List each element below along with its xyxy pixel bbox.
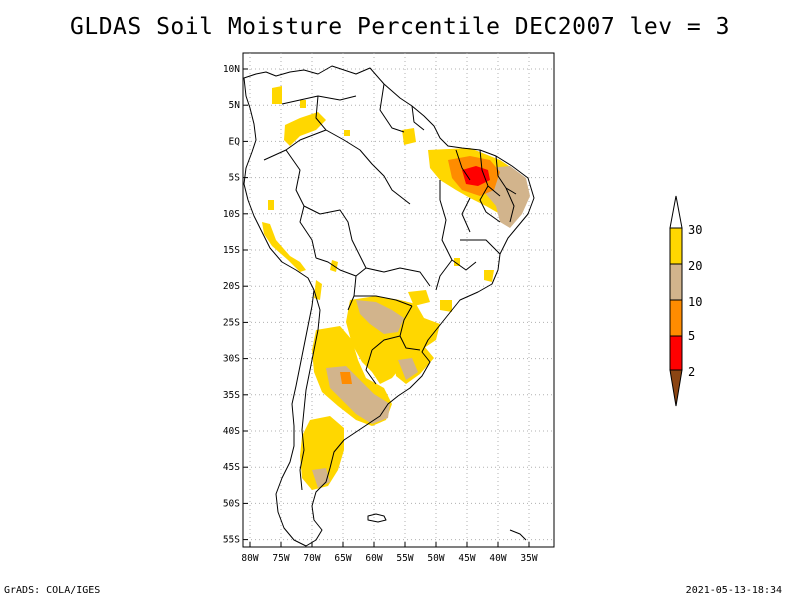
lat-label: 40S <box>223 426 240 437</box>
footer-credit: GrADS: COLA/IGES <box>4 585 101 596</box>
lat-label: 50S <box>223 498 240 509</box>
colorbar-5-10 <box>669 299 683 337</box>
lon-label: 45W <box>458 553 475 564</box>
lon-label: 55W <box>396 553 413 564</box>
shade-orange-argentina <box>340 372 352 384</box>
south-georgia <box>509 529 527 541</box>
falklands <box>367 513 387 523</box>
colorbar-20-30 <box>669 227 683 265</box>
country-borders <box>263 83 431 491</box>
shade-sb-coast <box>408 290 452 312</box>
moisture-shading <box>262 86 530 490</box>
lon-label: 80W <box>241 553 258 564</box>
map-title: GLDAS Soil Moisture Percentile DEC2007 l… <box>70 14 730 40</box>
longitude-labels: 80W 75W 70W 65W 60W 55W 50W 45W 40W 35W <box>241 553 537 564</box>
shade-guyana <box>402 128 416 145</box>
shade-tan-ne-brazil <box>486 166 530 228</box>
lat-label: 5N <box>229 100 241 111</box>
colorbar-label-20: 20 <box>688 259 702 273</box>
brazil-states <box>435 149 517 291</box>
colorbar-label-10: 10 <box>688 295 702 309</box>
lat-label: 15S <box>223 245 240 256</box>
colorbar-2-5 <box>669 335 683 371</box>
south-america-coastline <box>243 65 535 547</box>
lat-label: 5S <box>229 173 241 184</box>
shade-peru-coast <box>262 222 306 272</box>
lon-label: 40W <box>489 553 506 564</box>
colorbar-label-5: 5 <box>688 329 695 343</box>
lon-label: 70W <box>303 553 320 564</box>
latitude-labels: 10N 5N EQ 5S 10S 15S 20S 25S 30S 35S 40S 45S 50S 55S <box>223 64 240 546</box>
lat-label: 10S <box>223 209 240 220</box>
lat-label: 30S <box>223 354 240 365</box>
lon-label: 65W <box>334 553 351 564</box>
lat-label: EQ <box>229 136 241 147</box>
lon-label: 50W <box>427 553 444 564</box>
shade-tan-uruguay <box>398 358 418 380</box>
colorbar-label-30: 30 <box>688 223 702 237</box>
colorbar-10-20 <box>669 263 683 301</box>
lat-label: 20S <box>223 281 240 292</box>
colorbar: 30 20 10 5 2 <box>669 195 702 407</box>
colorbar-label-2: 2 <box>688 365 695 379</box>
lat-label: 10N <box>223 64 240 75</box>
lat-label: 25S <box>223 317 240 328</box>
shade-tan-paraguay <box>356 300 404 334</box>
lat-label: 55S <box>223 535 240 546</box>
footer-timestamp: 2021-05-13-18:34 <box>685 585 782 596</box>
lon-label: 60W <box>365 553 382 564</box>
axis-ticks <box>243 68 530 547</box>
shade-red-ne-brazil <box>462 166 490 186</box>
lon-label: 75W <box>272 553 289 564</box>
lon-label: 35W <box>520 553 537 564</box>
lat-label: 45S <box>223 462 240 473</box>
shade-colombia-north <box>272 86 326 146</box>
lat-label: 35S <box>223 390 240 401</box>
coastlines-and-borders <box>243 65 535 547</box>
shade-patagonia <box>300 416 344 490</box>
colorbar-gt30 <box>669 195 683 229</box>
colorbar-lt2 <box>669 369 683 407</box>
